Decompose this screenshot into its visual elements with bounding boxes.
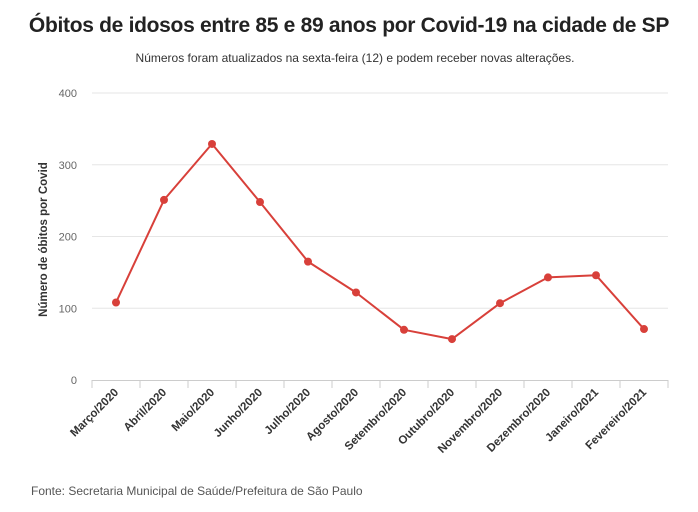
y-tick-label: 100 bbox=[59, 303, 77, 315]
data-point[interactable] bbox=[256, 198, 264, 207]
data-point[interactable] bbox=[592, 271, 600, 280]
data-point[interactable] bbox=[352, 288, 360, 297]
x-tick-label: Julho/2020 bbox=[263, 387, 314, 438]
data-point[interactable] bbox=[160, 195, 168, 204]
x-tick-label: Junho/2020 bbox=[212, 387, 265, 440]
chart-title: Óbitos de idosos entre 85 e 89 anos por … bbox=[28, 14, 670, 37]
x-axis: Março/2020 Abril/2020 Maio/2020Junho/2020J… bbox=[68, 380, 669, 456]
series-line bbox=[115, 142, 645, 341]
data-point[interactable] bbox=[400, 325, 408, 334]
x-tick-label: Março/2020 bbox=[68, 387, 121, 440]
data-point[interactable] bbox=[544, 273, 552, 282]
y-tick-label: 0 bbox=[71, 375, 77, 387]
y-axis-ticks: 0 100 200 300 400 bbox=[59, 88, 77, 387]
y-axis-label: Número de óbitos por Covid bbox=[38, 162, 50, 317]
y-tick-label: 400 bbox=[59, 88, 77, 100]
x-tick-label: Abril/2020 bbox=[122, 387, 169, 434]
data-point[interactable] bbox=[208, 139, 216, 148]
series-lines bbox=[115, 142, 645, 341]
gridlines bbox=[92, 92, 668, 309]
data-point[interactable] bbox=[304, 257, 312, 266]
data-point[interactable] bbox=[112, 298, 120, 307]
source-note: Fonte: Secretaria Municipal de Saúde/Pre… bbox=[31, 484, 363, 498]
chart-subtitle: Números foram atualizados na sexta-feira… bbox=[135, 51, 575, 65]
data-point[interactable] bbox=[640, 325, 648, 334]
series-points bbox=[112, 139, 648, 344]
x-tick-label: Maio/2020 bbox=[170, 387, 217, 434]
y-tick-label: 200 bbox=[59, 232, 77, 244]
data-point[interactable] bbox=[496, 299, 504, 308]
y-tick-label: 300 bbox=[59, 160, 77, 172]
data-point[interactable] bbox=[448, 335, 456, 344]
